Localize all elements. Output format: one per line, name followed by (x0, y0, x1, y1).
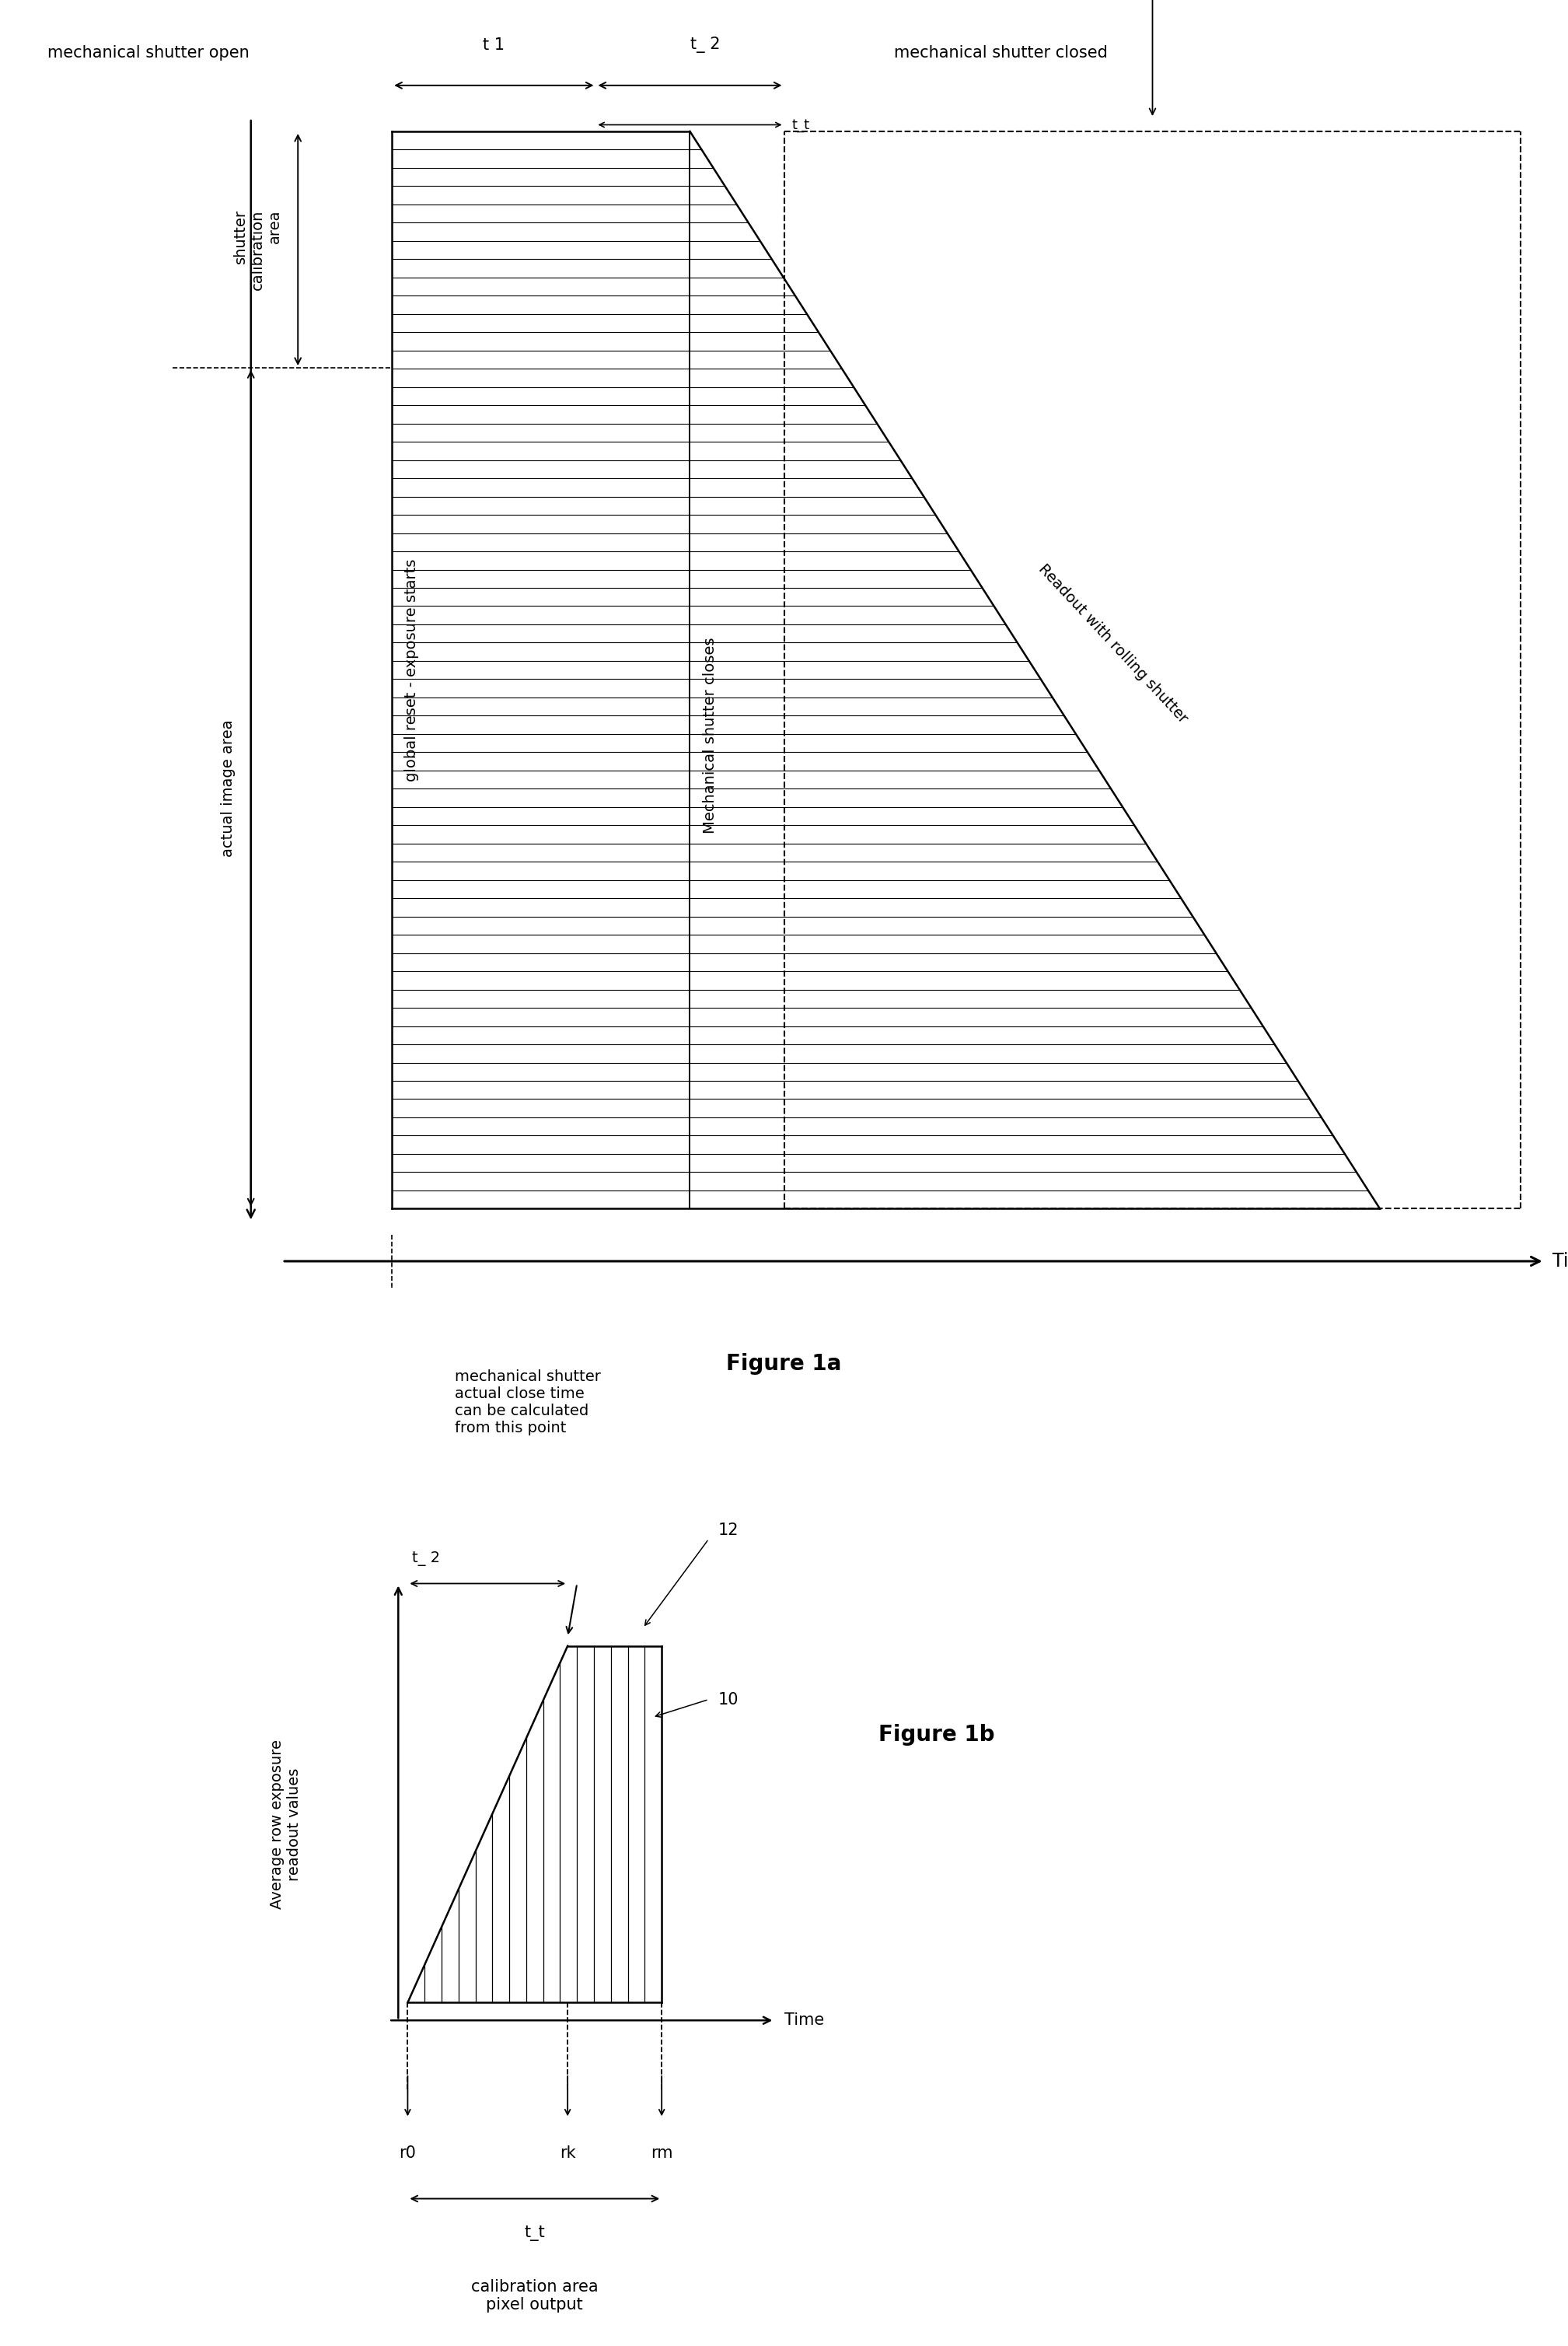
Text: actual image area: actual image area (221, 720, 235, 856)
Text: t_t: t_t (524, 2226, 546, 2240)
Text: global reset - exposure starts: global reset - exposure starts (405, 558, 419, 781)
Text: Average row exposure
readout values: Average row exposure readout values (270, 1738, 301, 1910)
Text: 12: 12 (718, 1523, 739, 1539)
Text: t_ 2: t_ 2 (412, 1551, 441, 1565)
Text: t_t: t_t (792, 117, 809, 131)
Text: t_ 2: t_ 2 (690, 35, 721, 52)
Text: mechanical shutter closed: mechanical shutter closed (894, 45, 1107, 61)
Text: Time: Time (1552, 1253, 1568, 1272)
Text: Readout with rolling shutter: Readout with rolling shutter (1036, 561, 1190, 725)
Text: Figure 1a: Figure 1a (726, 1354, 842, 1375)
Text: mechanical shutter open: mechanical shutter open (47, 45, 249, 61)
Text: Mechanical shutter closes: Mechanical shutter closes (702, 638, 717, 833)
Text: Figure 1b: Figure 1b (878, 1724, 994, 1745)
Text: 10: 10 (718, 1691, 739, 1708)
Text: r0: r0 (400, 2144, 416, 2161)
Text: shutter
calibration
area: shutter calibration area (234, 209, 282, 291)
Text: rk: rk (560, 2144, 575, 2161)
Text: rm: rm (651, 2144, 673, 2161)
Text: mechanical shutter
actual close time
can be calculated
from this point: mechanical shutter actual close time can… (455, 1370, 601, 1436)
Text: calibration area
pixel output: calibration area pixel output (470, 2278, 599, 2313)
Text: t 1: t 1 (483, 38, 505, 52)
Text: Time: Time (784, 2013, 823, 2029)
